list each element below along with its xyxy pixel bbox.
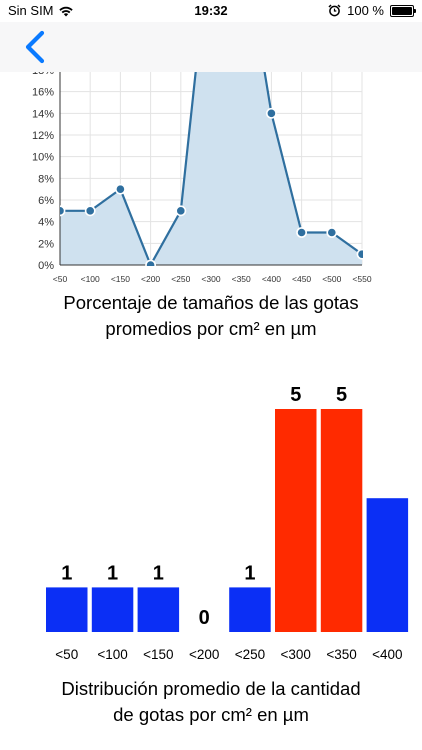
bar xyxy=(137,587,180,632)
bar xyxy=(46,587,88,632)
series-points xyxy=(60,107,363,266)
bar-chart-caption: Distribución promedio de la cantidad de … xyxy=(0,676,422,728)
y-tick-label: 2% xyxy=(38,238,54,250)
y-tick-label: 0% xyxy=(38,260,54,272)
y-tick-label: 6% xyxy=(38,195,54,207)
status-left: Sin SIM xyxy=(8,3,74,18)
data-point xyxy=(296,227,307,238)
x-tick-label: <550 xyxy=(352,274,371,284)
data-point xyxy=(84,205,96,217)
line-chart-caption-line2: promedios por cm² en µm xyxy=(105,318,317,339)
line-chart: 0%2%4%6%8%10%12%14%16%18%<50<100<150<200… xyxy=(32,60,372,284)
bar-category-label: <200 xyxy=(189,647,219,662)
x-tick-label: <400 xyxy=(262,274,281,284)
battery-icon xyxy=(390,4,416,17)
bar-category-label: <250 xyxy=(235,647,265,662)
bar xyxy=(91,587,134,632)
data-point xyxy=(115,183,126,195)
bar-chart-caption-line1: Distribución promedio de la cantidad xyxy=(61,678,361,699)
x-tick-label: <500 xyxy=(322,274,341,284)
chevron-left-icon xyxy=(25,30,45,64)
data-point xyxy=(356,248,363,260)
line-chart-caption-line1: Porcentaje de tamaños de las gotas xyxy=(63,292,359,313)
carrier-label: Sin SIM xyxy=(8,3,54,18)
navigation-bar xyxy=(0,22,422,72)
bar-value-label: 0 xyxy=(199,607,210,629)
back-button[interactable] xyxy=(22,30,52,64)
bar-chart: 1 <50 1 <100 1 <150 0 <200 1 <250 5 <300 5 <350 <400 xyxy=(46,384,409,662)
y-tick-label: 14% xyxy=(32,108,54,120)
bar-category-label: <400 xyxy=(372,647,402,662)
bar-value-label: 1 xyxy=(153,562,164,584)
bar-value-label: 5 xyxy=(336,384,347,406)
y-tick-label: 8% xyxy=(38,173,54,185)
wifi-icon xyxy=(58,6,73,16)
data-point xyxy=(60,205,66,217)
y-tick-label: 12% xyxy=(32,130,54,142)
series-line xyxy=(60,60,363,266)
data-point xyxy=(326,227,338,238)
x-tick-label: <250 xyxy=(171,274,190,284)
line-chart-caption: Porcentaje de tamaños de las gotas prome… xyxy=(0,290,422,342)
status-time: 19:32 xyxy=(194,3,228,18)
x-tick-label: <100 xyxy=(81,274,100,284)
bar xyxy=(229,587,271,632)
bar-value-label: 1 xyxy=(107,562,118,584)
bar-category-label: <100 xyxy=(97,647,127,662)
x-tick-label: <300 xyxy=(201,274,220,284)
bar xyxy=(275,409,317,632)
bar-category-label: <300 xyxy=(281,647,311,662)
status-bar: Sin SIM 19:32 100 % xyxy=(0,0,422,22)
data-point xyxy=(175,205,187,217)
x-tick-label: <450 xyxy=(292,274,311,284)
alarm-clock-icon xyxy=(328,4,341,17)
bar-category-label: <350 xyxy=(326,647,356,662)
x-tick-label: <350 xyxy=(232,274,251,284)
battery-percent: 100 % xyxy=(347,3,384,18)
bar-chart-caption-line2: de gotas por cm² en µm xyxy=(113,704,309,725)
y-tick-label: 4% xyxy=(38,217,54,229)
bar-category-label: <50 xyxy=(55,647,78,662)
x-tick-label: <150 xyxy=(111,274,130,284)
series-area xyxy=(60,60,362,265)
y-tick-label: 10% xyxy=(32,152,54,164)
bar-category-label: <150 xyxy=(143,647,173,662)
bar-value-label: 5 xyxy=(290,384,301,406)
bar-value-label: 1 xyxy=(61,562,72,584)
y-tick-label: 16% xyxy=(32,87,54,99)
bar xyxy=(320,409,363,632)
x-tick-label: <50 xyxy=(53,274,68,284)
status-right: 100 % xyxy=(328,3,416,18)
bar-value-label: 1 xyxy=(244,562,255,584)
data-point xyxy=(145,259,156,266)
data-point xyxy=(265,107,277,119)
bar xyxy=(366,498,409,632)
x-tick-label: <200 xyxy=(141,274,160,284)
